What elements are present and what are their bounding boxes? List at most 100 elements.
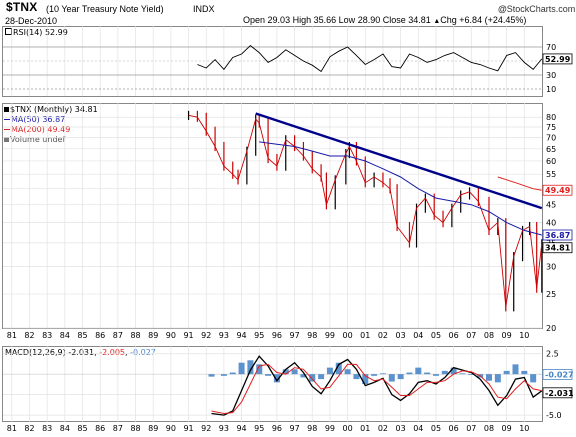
macd-legend-signal: -2.005 [99, 348, 125, 357]
x-tick-label-bottom: 92 [201, 424, 211, 433]
x-tick-label: 82 [24, 331, 34, 340]
macd-histogram-bar [424, 372, 431, 375]
ma200-value-tag: 49.49 [545, 186, 571, 195]
x-tick-label: 84 [60, 331, 70, 340]
macd-histogram-bar [512, 364, 519, 375]
chart-header: $TNX (10 Year Treasury Note Yield) INDX … [0, 0, 576, 26]
legend-text-ma50: MA(50) 36.87 [11, 115, 66, 124]
x-tick-label-bottom: 91 [183, 424, 193, 433]
macd-histogram-bar [450, 367, 457, 375]
x-tick-label-bottom: 83 [42, 424, 52, 433]
rsi-legend-text: RSI(14) 52.99 [13, 28, 68, 37]
rsi-value-tag: 52.99 [545, 55, 571, 64]
macd-histogram-bar [379, 373, 386, 375]
x-tick-label-bottom: 93 [219, 424, 229, 433]
price-tick-label: 55 [546, 170, 556, 179]
x-tick-label-bottom: 08 [484, 424, 494, 433]
x-tick-label: 09 [502, 331, 512, 340]
low-label: Low [338, 15, 356, 25]
legend-entry-ma200: MA(200) 49.49 [4, 125, 98, 134]
x-tick-label: 91 [183, 331, 193, 340]
price-tick-label: 65 [546, 145, 556, 154]
rsi-tick-label: 30 [546, 71, 556, 80]
macd-histogram-bar [353, 374, 360, 380]
legend-text-ma200: MA(200) 49.49 [11, 125, 71, 134]
brand-name: StockCharts.com [506, 4, 576, 14]
rsi-value-tag-box [542, 53, 573, 65]
x-tick-label: 94 [236, 331, 246, 340]
open-label: Open [243, 15, 266, 25]
ma50-line [259, 141, 542, 236]
value-tags: 52.99 49.49 36.87 34.81 -0.027 -2.031 [542, 53, 574, 399]
close-value-tag-box [542, 242, 573, 254]
rsi-series [197, 45, 543, 73]
x-tick-label: 88 [130, 331, 140, 340]
rsi-tick-label: 70 [546, 43, 556, 52]
axis-ticks: 81 81 82 82 83 83 84 84 85 85 86 86 87 87 88 88 89 89 90 90… [7, 43, 562, 433]
price-tick-label: 40 [546, 219, 556, 228]
macd-histogram-bar [521, 370, 528, 375]
x-tick-label-bottom: 87 [113, 424, 123, 433]
x-tick-label: 92 [201, 331, 211, 340]
x-tick-label-bottom: 85 [77, 424, 87, 433]
price-close-line [188, 114, 543, 307]
macd-hist-value-tag-box [542, 369, 573, 380]
price-tick-label: 25 [546, 290, 556, 299]
rsi-line [197, 45, 543, 73]
macd-histogram-bar [256, 364, 263, 375]
price-tick-label: 45 [546, 201, 556, 210]
x-tick-label: 00 [343, 331, 353, 340]
x-tick-label-bottom: 89 [148, 424, 158, 433]
high-label: High [292, 15, 312, 25]
macd-histogram-bar [468, 374, 475, 375]
x-tick-label: 95 [254, 331, 264, 340]
macd-legend-macd: -2.031 [68, 348, 95, 357]
rsi-panel-frame [2, 26, 543, 97]
x-tick-label-bottom: 81 [7, 424, 17, 433]
legend-entry-ma50: MA(50) 36.87 [4, 115, 98, 124]
price-tick-label: 30 [546, 262, 556, 271]
macd-value-tag: -2.031 [545, 389, 574, 398]
macd-value-tag-box [542, 387, 573, 399]
x-tick-label: 01 [360, 331, 370, 340]
change-arrow-icon: ▲ [433, 18, 441, 25]
legend-swatch-ma50 [4, 119, 10, 120]
macd-histogram-bar [362, 374, 369, 384]
x-tick-label-bottom: 07 [466, 424, 476, 433]
macd-histogram-bar [344, 369, 351, 375]
x-tick-label: 02 [378, 331, 388, 340]
macd-histogram-bar [432, 374, 439, 376]
low-value: 28.90 [357, 15, 381, 25]
x-tick-label-bottom: 02 [378, 424, 388, 433]
x-tick-label-bottom: 03 [396, 424, 406, 433]
x-tick-label: 98 [307, 331, 317, 340]
x-tick-label: 99 [325, 331, 335, 340]
open-value: 29.03 [267, 15, 291, 25]
macd-histogram-bar [229, 372, 236, 375]
legend-swatch-ma200 [4, 129, 10, 130]
x-tick-label-bottom: 90 [166, 424, 176, 433]
x-tick-label: 07 [466, 331, 476, 340]
x-tick-label-bottom: 09 [502, 424, 512, 433]
x-tick-label: 08 [484, 331, 494, 340]
x-tick-label: 96 [272, 331, 282, 340]
macd-histogram-bar [273, 374, 280, 383]
x-tick-label-bottom: 04 [413, 424, 423, 433]
chg-label: Chg [440, 15, 457, 25]
macd-legend: MACD(12,26,9) -2.031, -2.005, -0.027 [5, 348, 156, 357]
chart-date: 28-Dec-2010 [5, 16, 58, 26]
macd-histogram-bar [208, 374, 215, 377]
rsi-tick-label: 10 [546, 85, 556, 94]
macd-histogram-bar [335, 362, 342, 375]
x-tick-label-bottom: 06 [449, 424, 459, 433]
macd-tick-label: -5.0 [546, 411, 562, 420]
macd-histogram-bar [220, 374, 227, 376]
legend-entry-volume: Volume undef [4, 135, 98, 144]
quote-line: Open 29.03 High 35.66 Low 28.90 Close 34… [243, 15, 526, 27]
macd-histogram-bar [459, 373, 466, 375]
price-panel-frame [2, 103, 543, 329]
x-tick-label: 90 [166, 331, 176, 340]
macd-histogram-bar [309, 374, 316, 382]
x-tick-label-bottom: 10 [519, 424, 529, 433]
